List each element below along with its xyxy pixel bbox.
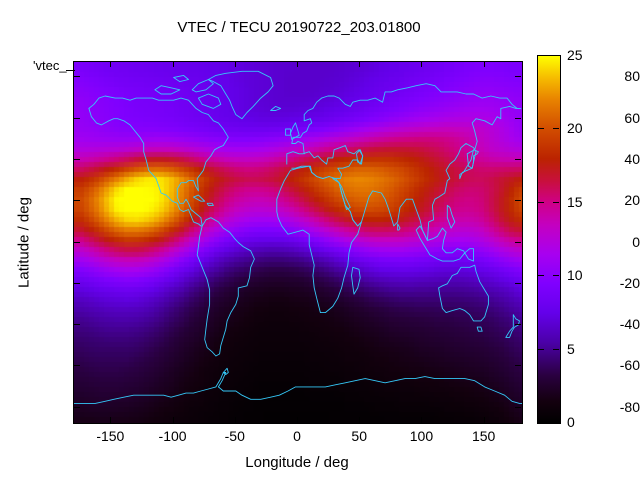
colorbar-tick-mark-left [538,202,544,203]
x-tick-mark-top [359,61,360,67]
colorbar-tick-label: 20 [567,120,583,137]
y-tick-mark [74,365,80,366]
colorbar-tick-mark-right [553,202,559,203]
y-tick-label: -60 [619,357,640,374]
y-tick-label: 0 [632,233,640,250]
y-tick-label: -40 [619,316,640,332]
y-tick-mark [74,159,80,160]
y-tick-label: -20 [619,274,640,291]
vtec-map-plot [73,61,523,424]
page-title: VTEC / TECU 20190722_203.01800 [177,19,421,36]
y-tick-label: 40 [624,150,640,167]
colorbar-tick-mark-left [538,128,544,129]
colorbar-tick-mark-right [553,275,559,276]
x-tick-label: 100 [409,428,434,444]
y-tick-mark-right [515,159,521,160]
x-tick-mark [421,417,422,423]
y-tick-label: 80 [624,68,640,85]
x-tick-mark [110,417,111,423]
colorbar-tick-label: 0 [567,414,575,430]
y-tick-mark-right [515,118,521,119]
y-tick-mark [74,76,80,77]
y-tick-label: -80 [619,398,640,415]
x-tick-mark [359,417,360,423]
x-tick-label: 150 [471,428,496,444]
y-axis-title: Latitude / deg [15,197,33,288]
colorbar-tick-mark-right [553,128,559,129]
x-axis-title: Longitude / deg [245,454,349,471]
y-tick-mark-right [515,324,521,325]
colorbar-tick-label: 5 [567,340,575,357]
colorbar-tick-label: 10 [567,267,583,284]
x-tick-label: -100 [158,428,187,444]
x-tick-label: -50 [224,428,245,444]
x-tick-mark [235,417,236,423]
x-tick-label: -150 [96,428,125,444]
y-tick-mark-right [515,200,521,201]
colorbar-tick-label: 25 [567,47,583,63]
x-tick-mark-top [173,61,174,67]
y-tick-mark [74,242,80,243]
x-tick-mark [484,417,485,423]
y-tick-mark-right [515,283,521,284]
y-tick-label: 20 [624,192,640,209]
colorbar-tick-mark-left [538,349,544,350]
x-tick-label: 0 [293,428,301,444]
x-tick-mark [173,417,174,423]
y-tick-mark-right [515,76,521,77]
colorbar-tick-label: 15 [567,193,583,210]
x-tick-mark-top [235,61,236,67]
y-tick-mark [74,200,80,201]
colorbar [537,55,561,424]
y-tick-label: 60 [624,109,640,126]
x-tick-mark-top [421,61,422,67]
colorbar-tick-mark-right [553,349,559,350]
colorbar-gradient [538,56,560,423]
x-tick-label: 50 [351,428,367,444]
x-tick-mark-top [484,61,485,67]
y-tick-mark [74,118,80,119]
y-tick-mark-right [515,407,521,408]
y-tick-mark [74,407,80,408]
y-tick-mark-right [515,365,521,366]
plot-key-rule [66,70,75,71]
plot-key-title: 'vtec_ [33,58,67,73]
colorbar-tick-mark-left [538,275,544,276]
x-tick-mark-top [297,61,298,67]
y-tick-mark-right [515,242,521,243]
y-tick-mark [74,283,80,284]
x-tick-mark-top [110,61,111,67]
vtec-heatmap [74,62,522,423]
x-tick-mark [297,417,298,423]
y-tick-mark [74,324,80,325]
